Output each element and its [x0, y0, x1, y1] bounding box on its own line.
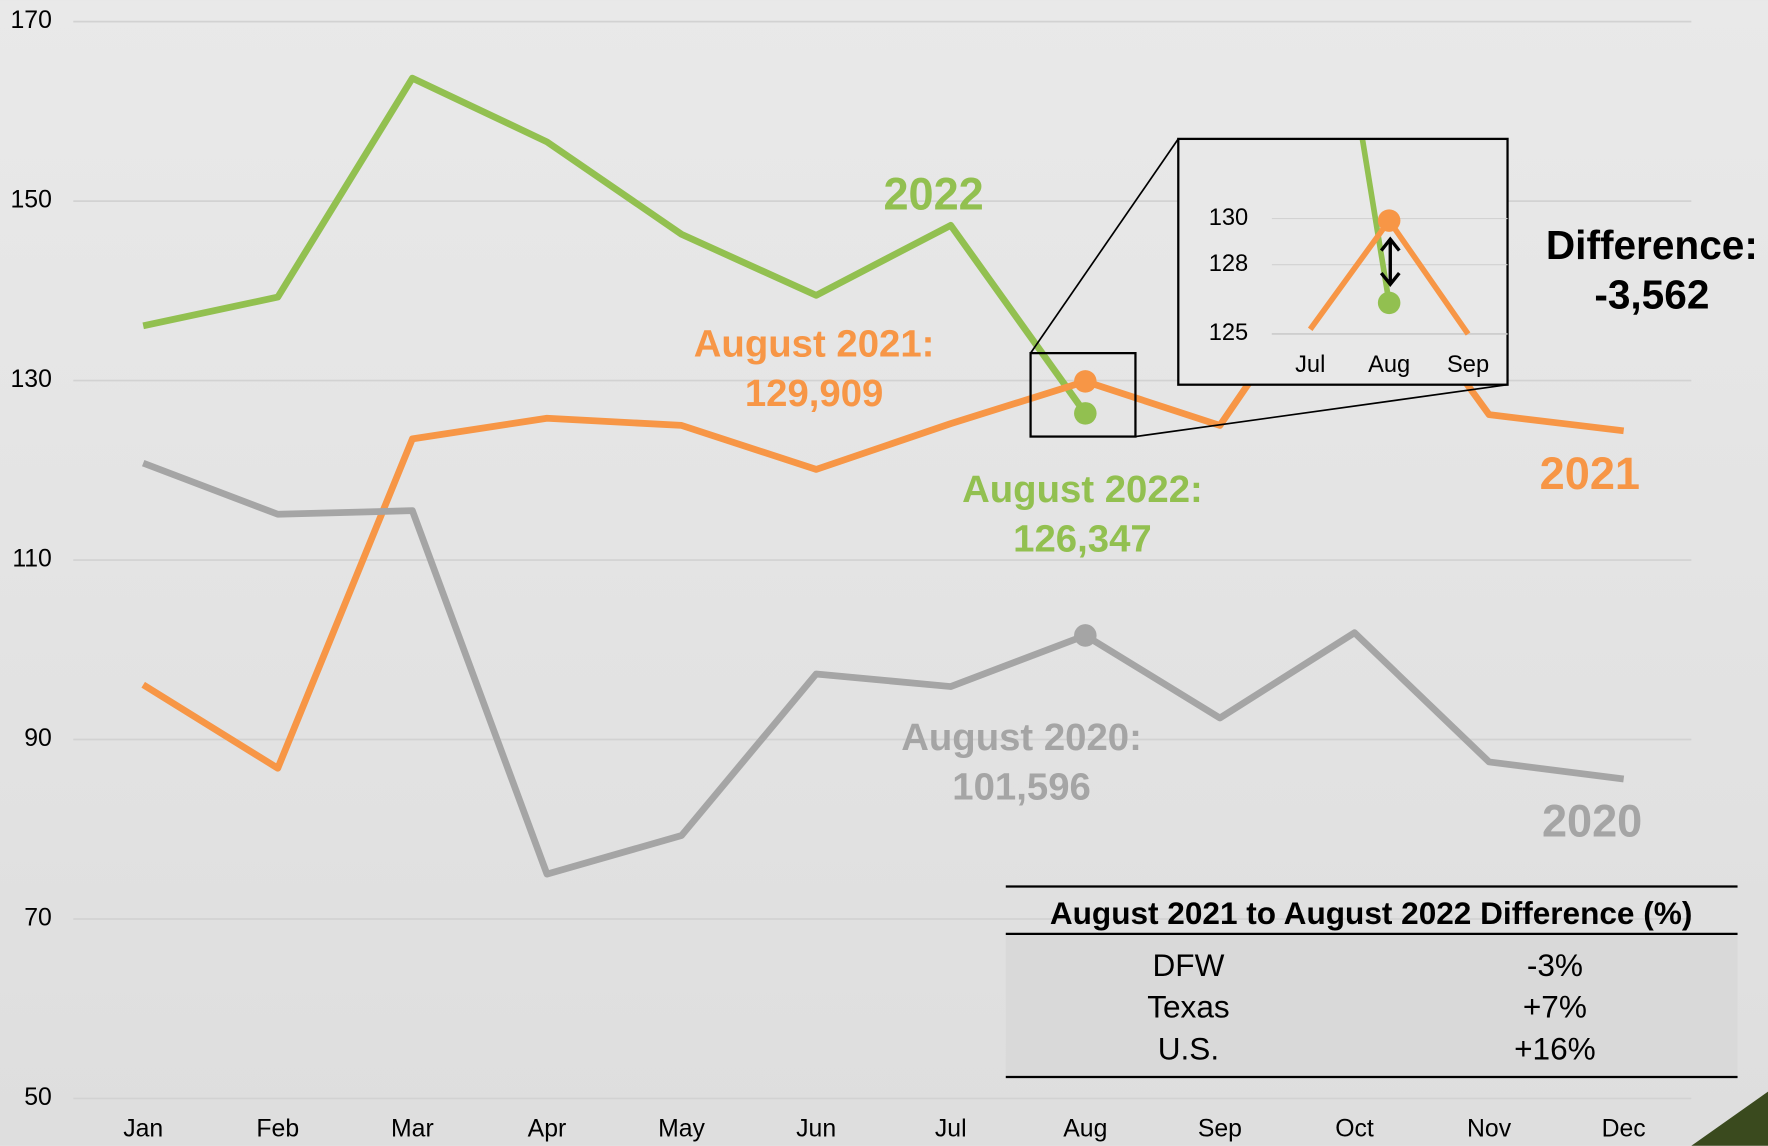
annotation: August 2021: — [694, 322, 935, 365]
x-tick-label: Aug — [1368, 352, 1410, 378]
y-tick-label: 130 — [10, 366, 51, 393]
annotation: Difference: — [1546, 222, 1758, 268]
connector — [1029, 138, 1179, 354]
table-body — [1005, 933, 1738, 1078]
annotation: 2021 — [1540, 448, 1640, 499]
annotation: August 2020: — [901, 716, 1142, 759]
y-tick-label: 70 — [24, 905, 52, 932]
table-cell: U.S. — [1158, 1030, 1219, 1066]
annotation: 2020 — [1542, 795, 1642, 846]
x-tick-label: Feb — [256, 1116, 299, 1143]
inset-frame — [1177, 137, 1509, 386]
point-marker — [1377, 291, 1401, 315]
x-tick-label: Apr — [528, 1116, 567, 1143]
annotation: 126,347 — [1013, 518, 1152, 561]
x-tick-label: Aug — [1063, 1116, 1107, 1143]
difference-arrow — [1379, 236, 1401, 288]
y-tick-label: 50 — [24, 1084, 52, 1111]
point-marker — [1377, 209, 1401, 232]
y-tick-label: 128 — [1209, 251, 1248, 277]
x-tick-label: Oct — [1335, 1116, 1374, 1143]
annotation: 129,909 — [745, 372, 884, 415]
point-marker — [1074, 624, 1097, 647]
table: August 2021 to August 2022 Difference (%… — [1005, 885, 1738, 1079]
zoom-callout — [1029, 137, 1509, 438]
connector — [1135, 383, 1508, 438]
x-tick-label: Mar — [391, 1116, 434, 1143]
annotation: 101,596 — [952, 766, 1091, 809]
y-tick-label: 90 — [24, 725, 52, 752]
y-tick-label: 130 — [1209, 205, 1248, 231]
table-header: August 2021 to August 2022 Difference (%… — [1050, 895, 1692, 931]
x-tick-label: Jun — [796, 1116, 836, 1143]
table-cell: +16% — [1514, 1030, 1596, 1066]
y-tick-label: 170 — [10, 7, 51, 34]
annotation: 2022 — [883, 168, 983, 219]
x-tick-label: May — [658, 1116, 705, 1143]
annotation: -3,562 — [1594, 272, 1709, 318]
series-line — [1359, 140, 1392, 304]
table-cell: +7% — [1523, 989, 1587, 1025]
y-tick-label: 125 — [1209, 320, 1248, 346]
point-marker — [1074, 402, 1097, 425]
table-cell: Texas — [1147, 989, 1229, 1025]
y-tick-label: 110 — [12, 546, 52, 573]
y-tick-label: 150 — [10, 187, 51, 214]
series-line — [141, 459, 1625, 878]
x-tick-label: Dec — [1602, 1116, 1646, 1143]
x-tick-label: Sep — [1198, 1116, 1242, 1143]
x-tick-label: Jul — [935, 1116, 967, 1143]
table-cell: DFW — [1153, 947, 1225, 983]
inset-chart: 125 128 130 Jul Aug Sep — [1209, 140, 1508, 378]
zoom-box — [1029, 352, 1137, 438]
point-marker — [1074, 370, 1097, 393]
annotation: August 2022: — [962, 468, 1203, 511]
x-tick-label: Jul — [1295, 352, 1325, 378]
x-tick-label: Sep — [1447, 352, 1489, 378]
series-line — [142, 74, 1089, 416]
table-cell: -3% — [1527, 947, 1583, 983]
x-tick-label: Nov — [1467, 1116, 1512, 1143]
x-tick-label: Jan — [123, 1116, 163, 1143]
